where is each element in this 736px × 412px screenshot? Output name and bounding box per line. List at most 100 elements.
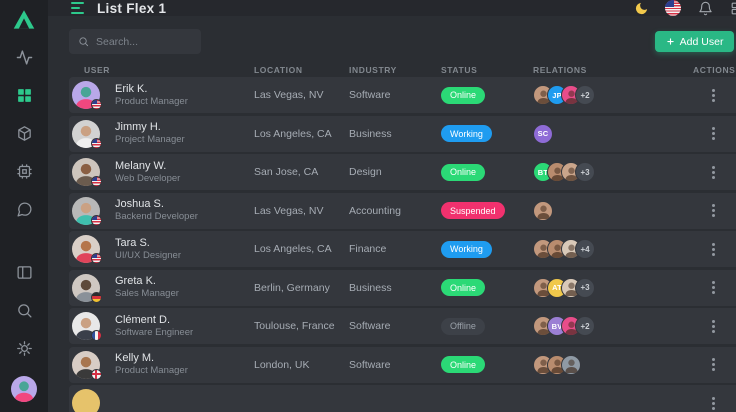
row-actions-button[interactable] <box>705 238 721 260</box>
more-vertical-icon <box>711 93 715 97</box>
relations-group: BV +2 <box>530 316 693 336</box>
person-avatar-icon <box>76 279 96 302</box>
table-row[interactable]: Tara S. UI/UX Designer Los Angeles, CA F… <box>69 231 736 267</box>
user-avatar <box>72 350 102 380</box>
table-header: USER LOCATION INDUSTRY STATUS RELATIONS … <box>69 62 736 77</box>
user-industry: Business <box>349 127 392 140</box>
relations-extra-count[interactable]: +3 <box>575 162 595 182</box>
relation-avatar[interactable] <box>561 354 581 375</box>
add-user-button[interactable]: Add User <box>654 31 735 52</box>
person-avatar-icon <box>76 240 96 263</box>
person-avatar-icon <box>14 381 34 402</box>
relations-extra-count[interactable]: +3 <box>575 277 595 298</box>
table-row[interactable]: Clément D. Software Engineer Toulouse, F… <box>69 308 736 344</box>
relations-extra-count[interactable]: +2 <box>575 85 595 105</box>
row-actions-button[interactable] <box>705 315 721 337</box>
table-row[interactable]: Erik K. Product Manager Las Vegas, NV So… <box>69 77 736 113</box>
user-industry: Business <box>349 281 392 294</box>
user-avatar <box>72 158 102 187</box>
column-header-actions: ACTIONS <box>693 64 736 75</box>
user-role: Backend Developer <box>115 211 198 222</box>
user-location: Toulouse, France <box>254 320 335 332</box>
user-avatar <box>72 312 102 341</box>
country-flag-icon <box>91 214 102 226</box>
person-avatar-icon <box>76 202 96 225</box>
user-avatar <box>72 273 102 303</box>
sidebar-item-chat[interactable] <box>0 190 48 228</box>
relations-group: BT +3 <box>530 162 693 182</box>
user-location: San Jose, CA <box>254 166 319 178</box>
topbar: List Flex 1 <box>48 0 736 16</box>
person-avatar-icon <box>564 90 578 104</box>
row-actions-button[interactable] <box>705 84 721 106</box>
row-actions-button[interactable] <box>705 200 721 222</box>
status-badge: Online <box>441 163 486 181</box>
language-selector[interactable] <box>665 0 682 16</box>
sidebar-item-settings[interactable] <box>0 329 48 367</box>
sidebar-item-search[interactable] <box>0 291 48 329</box>
sidebar-item-package[interactable] <box>0 114 48 152</box>
status-badge: Offline <box>441 317 485 335</box>
table-row[interactable]: Greta K. Sales Manager Berlin, Germany B… <box>69 269 736 306</box>
user-role: Project Manager <box>115 134 185 145</box>
row-actions-button[interactable] <box>705 277 721 299</box>
row-actions-button[interactable] <box>705 354 721 376</box>
table-row[interactable] <box>69 385 736 412</box>
relations-group: +4 <box>530 239 693 259</box>
user-industry: Design <box>349 166 382 178</box>
grid-icon <box>731 2 736 14</box>
search-input[interactable] <box>96 35 192 48</box>
sidebar-item-cpu[interactable] <box>0 152 48 190</box>
row-actions-button[interactable] <box>705 161 721 183</box>
country-flag-icon <box>91 99 102 110</box>
row-actions-button[interactable] <box>705 123 721 145</box>
apps-menu-button[interactable] <box>729 0 736 16</box>
user-name: Erik K. <box>115 82 148 95</box>
sidebar-item-layout[interactable] <box>0 253 48 291</box>
user-name: Greta K. <box>115 275 156 287</box>
column-header-status: STATUS <box>441 64 478 75</box>
relation-avatar[interactable] <box>533 200 553 221</box>
search-icon <box>79 37 89 47</box>
user-name: Joshua S. <box>115 198 164 210</box>
column-header-user: USER <box>84 64 111 75</box>
settings-gear-icon <box>16 340 32 356</box>
row-actions-button[interactable] <box>705 392 721 412</box>
activity-icon <box>16 49 32 65</box>
relations-extra-count[interactable]: +4 <box>575 239 595 259</box>
user-name: Clément D. <box>115 313 171 326</box>
more-vertical-icon <box>711 324 715 328</box>
person-avatar-icon <box>550 359 564 373</box>
person-avatar-icon <box>536 244 550 258</box>
status-badge: Suspended <box>441 202 505 219</box>
table-row[interactable]: Joshua S. Backend Developer Las Vegas, N… <box>69 192 736 229</box>
layout-icon <box>16 265 32 279</box>
notifications-button[interactable] <box>697 0 713 16</box>
table-row[interactable]: Melany W. Web Developer San Jose, CA Des… <box>69 154 736 190</box>
triangle-logo-icon <box>13 10 35 29</box>
relation-avatar-initials[interactable]: SC <box>533 123 553 144</box>
sidebar-item-activity[interactable] <box>0 38 48 76</box>
user-industry: Software <box>349 358 391 371</box>
column-header-location: LOCATION <box>254 64 303 75</box>
table-row[interactable]: Kelly M. Product Manager London, UK Soft… <box>69 346 736 383</box>
app-logo[interactable] <box>0 2 48 38</box>
dark-mode-toggle[interactable] <box>633 0 649 16</box>
person-avatar-icon <box>76 86 96 109</box>
more-vertical-icon <box>711 286 715 289</box>
bell-icon <box>699 1 712 15</box>
person-avatar-icon <box>76 125 96 148</box>
user-location: Las Vegas, NV <box>254 89 324 101</box>
column-header-relations: RELATIONS <box>533 64 587 75</box>
more-vertical-icon <box>711 363 715 366</box>
menu-icon[interactable] <box>71 2 84 14</box>
sidebar-item-dashboard[interactable] <box>0 76 48 114</box>
user-name: Kelly M. <box>115 352 155 364</box>
profile-avatar[interactable] <box>11 376 37 402</box>
country-flag-icon <box>91 176 102 187</box>
user-location: Los Angeles, CA <box>254 127 332 140</box>
table-row[interactable]: Jimmy H. Project Manager Los Angeles, CA… <box>69 115 736 152</box>
chat-bubble-icon <box>16 201 32 217</box>
relations-extra-count[interactable]: +2 <box>575 316 595 336</box>
